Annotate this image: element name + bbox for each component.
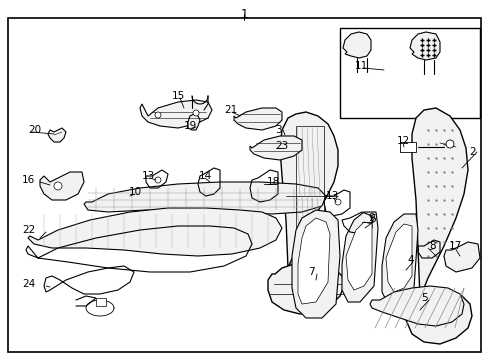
Polygon shape bbox=[48, 128, 66, 142]
Polygon shape bbox=[280, 112, 337, 268]
Circle shape bbox=[193, 110, 199, 116]
Text: 10: 10 bbox=[129, 187, 142, 197]
Polygon shape bbox=[291, 210, 339, 318]
Polygon shape bbox=[187, 114, 200, 130]
Text: 14: 14 bbox=[199, 171, 212, 181]
Polygon shape bbox=[249, 136, 302, 160]
Polygon shape bbox=[409, 32, 439, 60]
Text: 5: 5 bbox=[420, 293, 427, 303]
Polygon shape bbox=[28, 208, 282, 256]
Polygon shape bbox=[369, 286, 463, 326]
Polygon shape bbox=[411, 108, 467, 298]
Polygon shape bbox=[381, 214, 417, 304]
Text: 4: 4 bbox=[406, 255, 413, 265]
Polygon shape bbox=[342, 32, 370, 58]
Polygon shape bbox=[140, 100, 212, 128]
Polygon shape bbox=[40, 172, 84, 200]
Polygon shape bbox=[297, 218, 329, 304]
Polygon shape bbox=[234, 108, 282, 130]
Circle shape bbox=[334, 199, 340, 205]
Text: 6: 6 bbox=[368, 214, 375, 224]
Text: 23: 23 bbox=[274, 141, 287, 151]
Text: 18: 18 bbox=[266, 177, 280, 187]
Polygon shape bbox=[405, 292, 471, 344]
Circle shape bbox=[445, 140, 453, 148]
Text: 13: 13 bbox=[142, 171, 155, 181]
Polygon shape bbox=[341, 212, 377, 302]
Bar bbox=[339, 28, 479, 118]
Polygon shape bbox=[346, 222, 371, 290]
Polygon shape bbox=[443, 242, 479, 272]
Text: 21: 21 bbox=[224, 105, 237, 115]
Text: 9: 9 bbox=[367, 213, 374, 223]
Text: 3: 3 bbox=[274, 125, 281, 135]
Bar bbox=[96, 298, 106, 306]
Bar bbox=[399, 142, 415, 152]
Text: 22: 22 bbox=[22, 225, 35, 235]
Text: 16: 16 bbox=[22, 175, 35, 185]
Text: 7: 7 bbox=[307, 267, 314, 277]
Text: 1: 1 bbox=[240, 8, 247, 21]
Text: 11: 11 bbox=[354, 61, 367, 71]
Circle shape bbox=[54, 182, 62, 190]
Text: 17: 17 bbox=[448, 241, 461, 251]
Text: 12: 12 bbox=[396, 136, 409, 146]
Text: 15: 15 bbox=[172, 91, 185, 101]
Polygon shape bbox=[267, 262, 343, 314]
Text: 8: 8 bbox=[428, 241, 435, 251]
Text: 24: 24 bbox=[22, 279, 35, 289]
Text: 13: 13 bbox=[325, 191, 339, 201]
Polygon shape bbox=[84, 182, 325, 214]
Text: 19: 19 bbox=[183, 121, 197, 131]
Polygon shape bbox=[385, 224, 411, 292]
Circle shape bbox=[155, 112, 161, 118]
Text: 20: 20 bbox=[28, 125, 41, 135]
Circle shape bbox=[155, 177, 161, 183]
Text: 2: 2 bbox=[468, 147, 475, 157]
